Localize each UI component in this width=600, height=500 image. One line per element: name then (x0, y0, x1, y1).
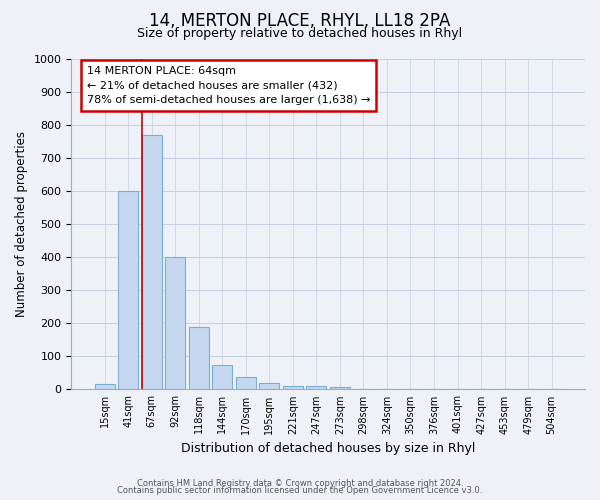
X-axis label: Distribution of detached houses by size in Rhyl: Distribution of detached houses by size … (181, 442, 475, 455)
Bar (330, 387, 350, 390)
Text: 14 MERTON PLACE: 64sqm
← 21% of detached houses are smaller (432)
78% of semi-de: 14 MERTON PLACE: 64sqm ← 21% of detached… (86, 66, 370, 105)
Bar (165, 258, 185, 390)
Text: 14, MERTON PLACE, RHYL, LL18 2PA: 14, MERTON PLACE, RHYL, LL18 2PA (149, 12, 451, 30)
Text: Contains HM Land Registry data © Crown copyright and database right 2024.: Contains HM Land Registry data © Crown c… (137, 478, 463, 488)
Bar (189, 326, 209, 390)
Y-axis label: Number of detached properties: Number of detached properties (15, 131, 28, 317)
Text: Contains public sector information licensed under the Open Government Licence v3: Contains public sector information licen… (118, 486, 482, 495)
Bar (307, 386, 326, 390)
Bar (118, 191, 138, 390)
Text: Size of property relative to detached houses in Rhyl: Size of property relative to detached ho… (137, 28, 463, 40)
Bar (95, 384, 115, 390)
Bar (236, 377, 256, 390)
Bar (259, 383, 280, 390)
Bar (212, 364, 232, 390)
Bar (283, 386, 303, 390)
Bar (142, 135, 161, 390)
